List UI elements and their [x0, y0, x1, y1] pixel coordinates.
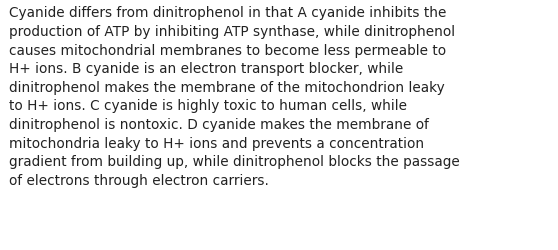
Text: Cyanide differs from dinitrophenol in that A cyanide inhibits the
production of : Cyanide differs from dinitrophenol in th… [9, 6, 460, 187]
